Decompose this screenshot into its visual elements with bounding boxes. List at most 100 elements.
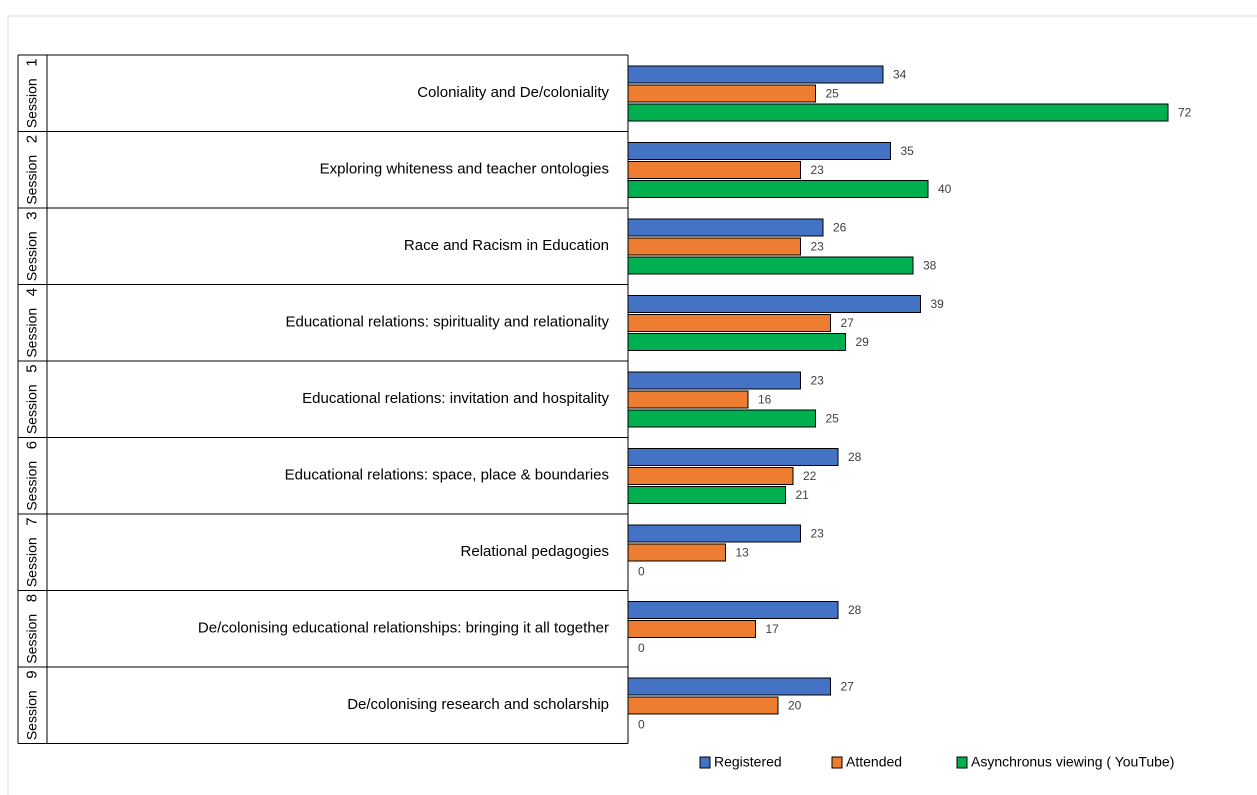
data-label: 21 [796,488,810,502]
bar-asynchronous [627,333,846,351]
legend-label: Asynchronus viewing ( YouTube) [971,754,1174,770]
data-label: 13 [736,546,750,560]
data-label: 25 [826,87,840,101]
data-label: 20 [788,699,802,713]
session-number-label: Session 1 [23,58,40,128]
session-word: Session [23,296,39,357]
bar-attended [627,543,726,562]
data-label: 25 [826,412,840,426]
session-number: 8 [23,594,40,602]
session-row: Session 8 De/colonising educational relat… [23,594,609,664]
legend-label: Attended [846,754,902,770]
session-number: 5 [23,364,40,372]
data-label: 22 [803,469,817,483]
bar-registered [627,524,801,543]
bar-registered [627,448,839,466]
session-word: Session [23,67,39,128]
bars [627,65,1169,715]
session-title: Exploring whiteness and teacher ontologi… [320,161,609,178]
bar-asynchronous [627,256,914,275]
session-title: De/colonising educational relationships:… [198,620,609,637]
bar-registered [627,295,921,313]
bar-registered [627,65,884,84]
data-label: 35 [901,144,915,158]
session-word: Session [23,143,39,204]
bar-registered [627,601,839,619]
session-number: 6 [23,441,40,449]
session-word: Session [23,602,39,663]
bar-attended [627,84,816,103]
bar-asynchronous [627,486,786,504]
data-label: 26 [833,221,847,235]
data-label: 23 [811,374,825,388]
bar-attended [627,467,794,485]
data-label: 23 [811,163,825,177]
data-label: 23 [811,240,825,254]
session-number-label: Session 2 [23,135,40,205]
session-title: Race and Racism in Education [404,237,609,254]
session-word: Session [23,373,39,434]
data-label: 16 [758,393,772,407]
bar-attended [627,237,801,256]
session-number: 9 [23,670,40,678]
session-row: Session 6 Educational relations: space, p… [23,441,609,511]
bar-asynchronous [627,103,1169,122]
session-title: Relational pedagogies [461,543,609,560]
session-number-label: Session 8 [23,594,40,664]
session-word: Session [23,679,39,740]
legend-item: Asynchronus viewing ( YouTube) [956,754,1174,770]
data-label: 39 [931,297,945,311]
session-number: 4 [23,288,40,296]
legend-swatch [699,756,711,769]
data-label: 28 [848,450,862,464]
data-label: 0 [638,718,645,732]
bar-registered [627,218,824,237]
session-number: 2 [23,135,40,143]
session-number-label: Session 7 [23,517,40,587]
session-row: Session 7 Relational pedagogies [23,517,609,587]
bar-asynchronous [627,180,929,198]
data-label: 38 [923,259,937,273]
data-label: 27 [841,316,855,330]
legend-swatch [956,756,968,769]
session-title: Educational relations: spirituality and … [285,314,609,331]
legend: Registered Attended Asynchronus viewing ( … [699,754,1174,770]
session-word: Session [23,220,39,281]
data-label: 28 [848,603,862,617]
bar-attended [627,696,779,715]
session-number: 1 [23,58,40,66]
session-number-label: Session 4 [23,288,40,358]
session-row: Session 9 De/colonising research and scho… [23,670,609,740]
bar-registered [627,677,831,696]
data-label: 27 [841,680,855,694]
data-label: 72 [1178,106,1192,120]
session-number-label: Session 9 [23,670,40,740]
session-row: Session 3 Race and Racism in Education [23,211,609,281]
data-label: 0 [638,565,645,579]
data-label: 0 [638,641,645,655]
session-number-label: Session 3 [23,211,40,281]
data-label: 40 [938,182,952,196]
session-title: De/colonising research and scholarship [347,696,609,713]
session-title: Educational relations: space, place & bo… [285,467,609,484]
session-word: Session [23,449,39,510]
session-number: 7 [23,517,40,525]
bar-attended [627,390,749,409]
session-title: Educational relations: invitation and ho… [302,390,609,407]
data-label: 29 [856,335,870,349]
legend-label: Registered [714,754,782,770]
data-label: 17 [766,622,780,636]
legend-item: Registered [699,754,782,770]
session-row: Session 1 Coloniality and De/coloniality [23,58,609,128]
session-row: Session 4 Educational relations: spiritua… [23,288,609,358]
session-number: 3 [23,211,40,219]
legend-item: Attended [831,754,902,770]
bar-attended [627,620,756,638]
session-row: Session 2 Exploring whiteness and teacher… [23,135,609,205]
data-label: 34 [893,68,907,82]
session-word: Session [23,526,39,587]
session-number-label: Session 6 [23,441,40,511]
session-title: Coloniality and De/coloniality [417,84,609,101]
